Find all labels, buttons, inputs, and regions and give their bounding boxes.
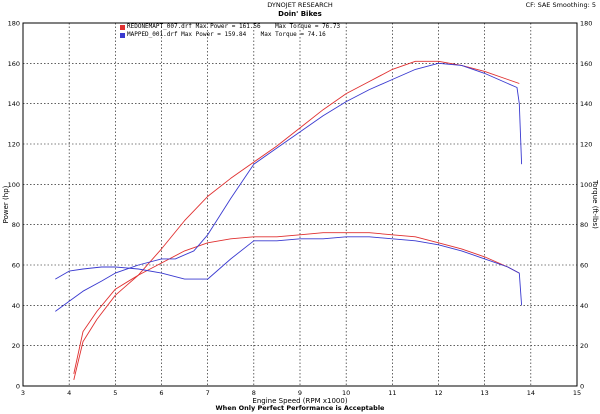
series-line-redonemapt-007-torque (73, 232, 520, 374)
y-left-tick-label: 60 (12, 262, 20, 270)
legend-swatch-blue (120, 32, 125, 38)
y-right-tick-label: 120 (580, 141, 592, 149)
y-left-tick-label: 40 (12, 302, 20, 310)
series-line-mapped-001-torque (55, 236, 523, 306)
y-right-tick-label: 0 (580, 383, 584, 391)
x-tick-label: 8 (252, 389, 256, 397)
x-tick-label: 12 (434, 389, 442, 397)
y-right-tick-label: 40 (580, 302, 588, 310)
y-right-tick-label: 140 (580, 100, 592, 108)
publisher-title: DYNOJET RESEARCH (267, 1, 333, 9)
legend-text-mapped: MAPPED_001.drf Max Power = 159.84 Max To… (127, 31, 326, 38)
series-group (55, 60, 523, 381)
x-tick-label: 14 (527, 389, 535, 397)
series-line-redonemapt-007-power (73, 60, 520, 381)
x-tick-label: 5 (113, 389, 117, 397)
y-left-tick-label: 80 (12, 221, 20, 229)
x-tick-label: 3 (21, 389, 25, 397)
y-right-tick-label: 80 (580, 221, 588, 229)
x-tick-label: 13 (481, 389, 489, 397)
y-left-tick-label: 160 (8, 60, 20, 68)
y-axis-left-label: Power (hp) (2, 185, 10, 223)
legend-entry-mapped: MAPPED_001.drf Max Power = 159.84 Max To… (120, 31, 340, 39)
x-tick-label: 6 (159, 389, 163, 397)
x-tick-label: 11 (388, 389, 396, 397)
y-left-tick-label: 0 (16, 383, 20, 391)
x-tick-label: 7 (206, 389, 210, 397)
y-right-tick-label: 60 (580, 262, 588, 270)
y-left-tick-label: 100 (8, 181, 20, 189)
x-tick-label: 10 (342, 389, 350, 397)
x-axis-label: Engine Speed (RPM x1000) (252, 397, 347, 405)
legend-entry-redonemapt: REDONEMAPT_007.drf Max Power = 161.56 Ma… (120, 23, 340, 31)
footer-tagline: When Only Perfect Performance is Accepta… (215, 404, 385, 412)
chart-title: Doin' Bikes (278, 10, 322, 18)
legend: REDONEMAPT_007.drf Max Power = 161.56 Ma… (120, 23, 340, 39)
correction-info: CF: SAE Smoothing: 5 (525, 1, 596, 9)
series-line-mapped-001-power (55, 62, 523, 312)
legend-swatch-red (120, 24, 125, 30)
y-left-tick-label: 180 (8, 20, 20, 28)
y-right-tick-label: 180 (580, 20, 592, 28)
y-right-tick-label: 20 (580, 342, 588, 350)
y-left-tick-label: 120 (8, 141, 20, 149)
x-tick-label: 9 (298, 389, 302, 397)
y-right-tick-label: 100 (580, 181, 592, 189)
y-right-tick-label: 160 (580, 60, 592, 68)
y-left-tick-label: 140 (8, 100, 20, 108)
y-left-tick-label: 20 (12, 342, 20, 350)
y-axis-right-label: Torque (ft-lbs) (591, 179, 599, 229)
x-tick-label: 15 (573, 389, 581, 397)
x-tick-label: 4 (67, 389, 71, 397)
plot-frame (22, 22, 578, 387)
grid (23, 23, 577, 386)
legend-text-redonemapt: REDONEMAPT_007.drf Max Power = 161.56 Ma… (127, 23, 341, 30)
